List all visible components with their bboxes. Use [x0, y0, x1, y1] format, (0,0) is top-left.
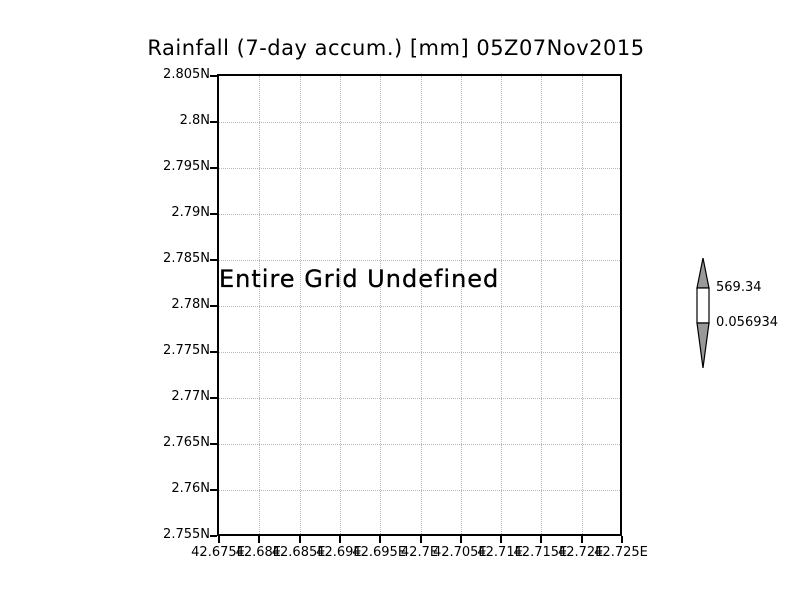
y-axis-tick: [210, 121, 217, 123]
page-title: Rainfall (7-day accum.) [mm] 05Z07Nov201…: [147, 36, 645, 60]
x-axis-tick-label: 42.675E: [191, 545, 245, 560]
x-axis-tick-label: 42.71E: [477, 545, 523, 560]
y-axis-tick: [210, 259, 217, 261]
x-axis-tick: [338, 536, 341, 543]
y-axis-tick: [210, 167, 217, 169]
x-axis-tick-label: 42.69E: [316, 545, 362, 560]
gridline-vertical: [501, 76, 503, 534]
y-axis-tick: [210, 305, 217, 307]
gridline-horizontal: [219, 168, 620, 169]
gridline-horizontal: [219, 444, 620, 445]
y-axis-tick-label: 2.77N: [171, 389, 210, 404]
x-axis-tick: [580, 536, 583, 543]
y-axis-tick-label: 2.78N: [171, 297, 210, 312]
gridline-vertical: [581, 76, 583, 534]
gridline-vertical: [541, 76, 543, 534]
y-axis-tick-label: 2.795N: [163, 159, 210, 174]
x-axis-tick: [419, 536, 422, 543]
gridline-vertical: [460, 76, 462, 534]
y-axis-tick: [210, 489, 217, 491]
y-axis-tick-label: 2.8N: [179, 113, 210, 128]
x-axis-tick-label: 42.68E: [235, 545, 282, 560]
y-axis-tick: [210, 443, 217, 445]
colorbar-bowtie-icon: [696, 258, 710, 368]
y-axis-tick: [210, 75, 217, 77]
x-axis-tick: [540, 536, 543, 543]
colorbar: [690, 258, 716, 368]
x-axis-tick: [459, 536, 462, 543]
y-axis-tick: [210, 213, 217, 215]
y-axis-tick: [210, 351, 217, 353]
gridline-horizontal: [219, 122, 620, 123]
x-axis-tick-label: 42.695E: [352, 545, 407, 560]
y-axis-tick-label: 2.785N: [163, 251, 210, 266]
y-axis-labels: 2.805N 2.8N 2.795N 2.79N 2.785N 2.78N 2.775N 2.…: [86, 0, 210, 612]
colorbar-max-label: 569.34: [716, 280, 762, 295]
x-axis-tick: [298, 536, 301, 543]
grid-undefined-message: Entire Grid Undefined: [219, 265, 500, 293]
gridline-vertical: [339, 76, 341, 534]
gridline-horizontal: [219, 352, 620, 353]
y-axis-tick-label: 2.805N: [163, 67, 210, 82]
y-axis-tick-label: 2.765N: [163, 435, 210, 450]
gridline-vertical: [380, 76, 382, 534]
x-axis-tick: [621, 536, 623, 543]
gridline-horizontal: [219, 398, 620, 399]
y-axis-tick-label: 2.755N: [163, 527, 210, 542]
x-axis-tick: [500, 536, 503, 543]
gridline-vertical: [299, 76, 301, 534]
x-axis-tick: [258, 536, 261, 543]
gridline-horizontal: [219, 306, 620, 307]
gridline-vertical: [420, 76, 422, 534]
x-axis-tick-label: 42.715E: [513, 545, 568, 560]
x-axis-tick-label: 42.685E: [271, 545, 326, 560]
plot-area: [217, 74, 622, 536]
x-axis-tick-label: 42.72E: [557, 545, 604, 560]
gridline-horizontal: [219, 490, 620, 491]
x-axis-tick-label: 42.725E: [594, 545, 648, 560]
x-axis-tick-label: 42.705E: [432, 545, 487, 560]
y-axis-tick-label: 2.775N: [163, 343, 210, 358]
y-axis-tick-label: 2.76N: [171, 481, 210, 496]
gridline-horizontal: [219, 214, 620, 215]
x-axis-tick-label: 42.7E: [400, 545, 439, 560]
gridline-horizontal: [219, 260, 620, 261]
y-axis-tick: [210, 535, 217, 537]
y-axis-tick-label: 2.79N: [171, 205, 210, 220]
x-axis-tick: [379, 536, 382, 543]
y-axis-tick: [210, 397, 217, 399]
colorbar-min-label: 0.056934: [716, 315, 779, 330]
gridline-vertical: [259, 76, 261, 534]
x-axis-tick: [218, 536, 220, 543]
